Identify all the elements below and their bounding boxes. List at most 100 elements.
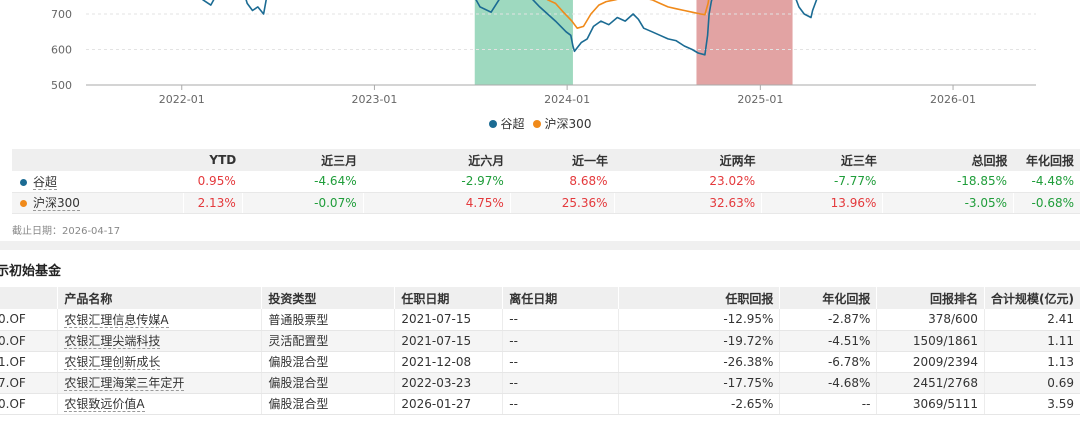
fund-name-cell: 农银汇理尖端科技 [57,330,262,352]
fund-value-cell: 2.41 [983,309,1080,331]
fund-name-cell: 农银汇理信息传媒A [57,309,262,331]
x-tick-label: 2026-01 [930,93,976,106]
funds-header-cell: 任职回报 [617,287,780,309]
fund-value-cell: -- [779,393,877,415]
fund-row[interactable]: 7.OF 农银汇理海棠三年定开 偏股混合型 2022-03-23 -- -17.75% -4… [0,372,1080,394]
fund-value-cell: -- [502,372,619,394]
returns-value-cell: -4.64% [241,171,364,193]
series-label[interactable]: 沪深300 [33,196,80,211]
fund-value-cell: -6.78% [779,351,877,373]
fund-value-cell: -12.95% [617,309,780,331]
fund-row[interactable]: 0.OF 农银汇理信息传媒A 普通股票型 2021-07-15 -- -12.95% -2.… [0,309,1080,331]
returns-header-cell: 近两年 [614,149,762,171]
returns-value-cell: -2.97% [362,171,511,193]
returns-header-cell [12,149,184,171]
returns-header-cell: 近三月 [242,149,364,171]
series-dot-icon [20,200,27,207]
legend-dot-icon [488,119,497,128]
funds-header-cell: 离任日期 [502,287,619,309]
returns-row: 谷超 0.95% -4.64% -2.97% 8.68% 23.02% -7.77% -18.… [12,171,1080,193]
fund-value-cell: -17.75% [617,372,780,394]
x-tick-label: 2023-01 [351,93,397,106]
fund-value-cell: -26.38% [617,351,780,373]
fund-name-link[interactable]: 农银汇理海棠三年定开 [64,376,185,391]
fund-value-cell: 2026-01-27 [394,393,503,415]
fund-value-cell: 1509/1861 [876,330,985,352]
returns-value-cell: 23.02% [613,171,762,193]
performance-chart: 500 600 700 2022-01 2023-01 2024-01 2025-01 202… [51,0,1036,106]
y-tick-label: 600 [51,44,72,57]
fund-row[interactable]: 0.OF 农银致远价值A 偏股混合型 2026-01-27 -- -2.65% -- 3069… [0,393,1080,415]
y-tick-label: 500 [51,79,72,92]
fund-value-cell: 普通股票型 [261,309,395,331]
legend-label: 谷超 [500,117,525,131]
fund-value-cell: 2021-12-08 [394,351,503,373]
returns-value-cell: 32.63% [613,192,762,214]
fund-value-cell: 2021-07-15 [394,330,503,352]
fund-value-cell: -- [502,351,619,373]
fund-value-cell: -4.51% [779,330,877,352]
fund-value-cell: 偏股混合型 [261,351,395,373]
legend-item[interactable]: 谷超 [488,115,525,132]
fund-value-cell: 3069/5111 [876,393,985,415]
legend-item[interactable]: 沪深300 [532,115,592,132]
funds-table: 产品名称 投资类型 任职日期 离任日期 任职回报 年化回报 回报排名 合计规模(亿元) 0.O… [0,287,1080,415]
series-line-guchao [202,0,818,56]
funds-header-cell: 投资类型 [261,287,395,309]
fund-value-cell: -- [502,393,619,415]
returns-series-name: 谷超 [12,171,184,193]
funds-header-cell: 年化回报 [779,287,877,309]
series-line-hs300 [546,0,710,30]
returns-header-cell: 近一年 [510,149,615,171]
returns-value-cell: -4.48% [1013,171,1080,193]
fund-code-cell: 7.OF [0,372,58,394]
fund-value-cell: 2022-03-23 [394,372,503,394]
returns-value-cell: -7.77% [761,171,883,193]
x-tick-label: 2025-01 [737,93,783,106]
returns-value-cell: -3.05% [882,192,1014,214]
funds-header-cell [0,287,58,309]
fund-value-cell: 偏股混合型 [261,372,395,394]
returns-value-cell: -0.07% [241,192,364,214]
fund-code-cell: 0.OF [0,393,58,415]
fund-value-cell: -4.68% [779,372,877,394]
series-label[interactable]: 谷超 [33,174,58,190]
x-tick-label: 2022-01 [159,93,205,106]
fund-name-cell: 农银汇理创新成长 [57,351,262,373]
performance-chart-card: 500 600 700 2022-01 2023-01 2024-01 2025-01 202… [0,0,1080,241]
fund-value-cell: -- [502,330,619,352]
returns-value-cell: 25.36% [509,192,615,214]
fund-name-cell: 农银汇理海棠三年定开 [57,372,262,394]
fund-value-cell: -2.65% [617,393,780,415]
returns-header-cell: 年化回报 [1013,149,1080,171]
fund-value-cell: 2451/2768 [876,372,985,394]
returns-header-cell: 总回报 [882,149,1014,171]
fund-name-link[interactable]: 农银汇理尖端科技 [64,334,161,349]
fund-value-cell: 0.69 [983,372,1080,394]
series-dot-icon [20,178,27,186]
fund-value-cell: 1.13 [983,351,1080,373]
returns-row: 沪深300 2.13% -0.07% 4.75% 25.36% 32.63% 13.96% -… [12,192,1080,214]
returns-header-cell: 近三年 [761,149,883,171]
legend-label: 沪深300 [544,117,592,131]
fund-name-link[interactable]: 农银汇理创新成长 [64,355,161,370]
fund-value-cell: 3.59 [983,393,1080,415]
fund-name-link[interactable]: 农银致远价值A [64,397,145,412]
fund-name-cell: 农银致远价值A [57,393,262,415]
returns-value-cell: 13.96% [761,192,883,214]
fund-code-cell: 1.OF [0,351,58,373]
returns-table-header: YTD 近三月 近六月 近一年 近两年 近三年 总回报 年化回报 [12,149,1080,171]
returns-series-name: 沪深300 [12,192,184,214]
y-tick-label: 700 [51,8,72,21]
fund-value-cell: 灵活配置型 [261,330,395,352]
returns-value-cell: 8.68% [509,171,615,193]
fund-name-link[interactable]: 农银汇理信息传媒A [64,312,169,328]
fund-value-cell: 1.11 [983,330,1080,352]
funds-header-cell: 任职日期 [394,287,503,309]
fund-row[interactable]: 1.OF 农银汇理创新成长 偏股混合型 2021-12-08 -- -26.38% -6.7… [0,351,1080,373]
as-of-date: 截止日期：2026-04-17 [12,226,121,237]
fund-row[interactable]: 0.OF 农银汇理尖端科技 灵活配置型 2021-07-15 -- -19.72% -4.5… [0,330,1080,352]
fund-value-cell: 2021-07-15 [394,309,503,331]
section-title: 示初始基金 [0,264,62,279]
funds-header-cell: 产品名称 [57,287,262,309]
